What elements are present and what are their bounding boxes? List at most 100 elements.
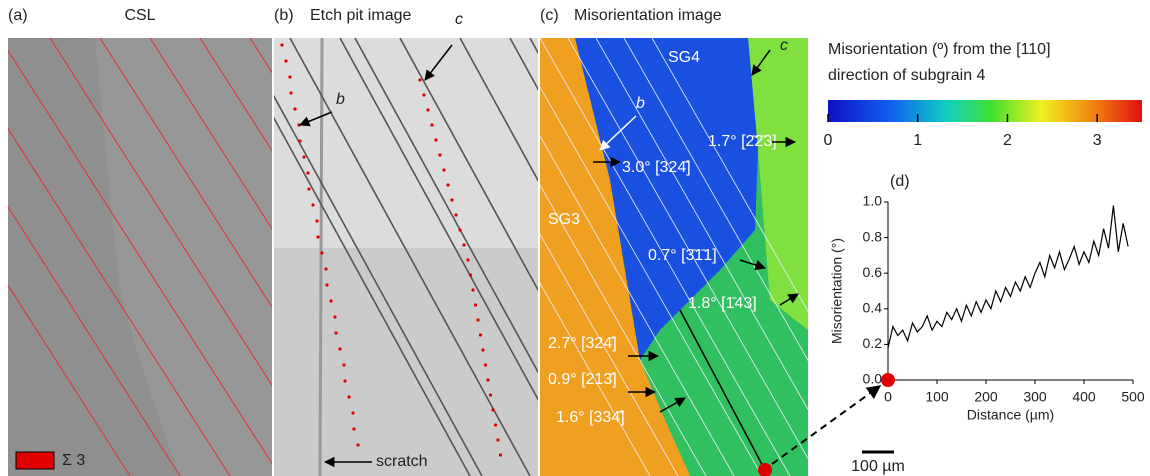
etch-pit [333,315,337,319]
etch-pit [481,348,485,352]
trace-line [540,233,679,476]
trace-line [623,38,808,362]
etch-line [339,38,538,402]
etch-pit [289,91,293,95]
etch-pit [306,171,310,175]
etch-pit [454,213,458,217]
trace-line [595,38,808,411]
colorbar-tick-label: 3 [1093,132,1102,149]
annotation: 1.7° [2̄2̄3] [708,133,777,150]
etch-pit [352,427,356,431]
etch-pit [473,303,478,307]
etch-pit [293,107,297,111]
x-tick-label: 100 [925,389,949,405]
trace-line [651,38,808,313]
etch-pit [311,203,315,207]
colorbar-title: direction of subgrain 4 [828,67,986,84]
etch-lines [274,38,538,476]
etch-pit [488,393,493,397]
trace-line [540,38,791,476]
etch-pit [471,288,475,292]
trace-lines [540,38,808,476]
etch-line [459,38,538,183]
etch-pit [338,347,342,351]
etch-pit [478,333,483,337]
annotation: SG4 [668,49,700,66]
csl-line [149,38,272,230]
etch-pit [307,187,311,191]
annotation: scratch [376,453,428,470]
x-tick-label: 400 [1072,389,1096,405]
y-axis-label: Misorientation (°) [829,238,845,344]
profile-start [758,463,772,476]
trace-line [540,135,735,476]
y-tick-label: 0.2 [863,335,883,351]
panel-title: Misorientation image [574,7,722,24]
etch-pit [298,139,302,143]
panel-title: Etch pit image [310,7,411,24]
arrow [299,111,333,127]
etch-line [274,94,483,476]
csl-line [49,38,272,387]
etch-pit [315,219,319,223]
arrow [599,115,637,151]
trace-line [540,184,707,476]
etch-pit [442,168,446,172]
etch-pit [430,123,434,127]
annotation: c [780,37,788,54]
etch-image [274,248,538,476]
etch-pit [418,78,422,82]
etch-pits [280,43,503,457]
etch-pit [343,379,347,383]
etch-pit [438,153,442,157]
colorbar-tick-label: 2 [1003,132,1012,149]
etch-pit [498,453,503,457]
etch-pit [426,108,430,112]
csl-line [199,38,272,152]
arrow [424,44,453,81]
csl-line [8,284,131,476]
annotation: b [636,95,645,112]
annotation: b [336,91,345,108]
region-sg5 [748,38,808,330]
arrow [739,259,767,271]
legend-swatch [15,451,55,470]
y-tick-label: 1.0 [863,193,883,209]
etch-line [274,116,471,476]
etch-pit [434,138,438,142]
etch-pit [462,243,466,247]
region-sg3 [540,38,690,476]
x-tick-label: 500 [1121,389,1145,405]
arrow [779,293,799,306]
colorbar-tick-label: 1 [913,132,922,149]
grain-shade [95,38,272,476]
origin-marker [881,373,895,387]
etch-pit [329,299,333,303]
arrow [751,49,771,76]
etch-pit [325,283,329,287]
etch-pit [466,258,470,262]
trace-line [540,282,651,476]
etch-pit [288,75,292,79]
panel-title: CSL [124,7,155,24]
csl-line [8,49,272,465]
csl-line [8,206,181,476]
annotation: 1.6° [334̄] [556,409,625,426]
etch-line [289,38,531,476]
etch-image [274,38,538,248]
trace-line [567,38,808,460]
region-sg4 [575,38,758,360]
etch-pit [491,408,495,412]
etch-pit [450,198,454,202]
annotation: 2.7° [324̄] [548,335,617,352]
chart-label: (d) [890,173,910,190]
etch-pit [342,363,346,367]
etch-line [354,38,538,374]
scratch-line [318,37,324,476]
etch-pit [493,423,498,427]
etch-pit [334,331,338,335]
profile-line [679,309,766,471]
colorbar-tick-label: 0 [824,132,833,149]
